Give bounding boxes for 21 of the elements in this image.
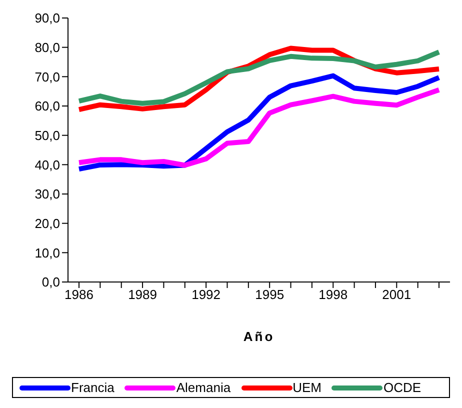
- x-tick-label: 1986: [64, 287, 94, 302]
- x-tick-label: 1995: [255, 287, 284, 302]
- legend-label: OCDE: [383, 380, 422, 395]
- y-tick-label: 10,0: [34, 245, 60, 260]
- x-tick-label: 1992: [192, 287, 221, 302]
- y-tick-label: 30,0: [34, 186, 60, 202]
- legend-label: Alemania: [176, 380, 231, 395]
- y-tick-label: 80,0: [34, 40, 60, 55]
- y-tick-label: 70,0: [34, 69, 60, 84]
- x-tick-label: 2001: [382, 287, 412, 302]
- x-tick-label: 1989: [128, 287, 157, 302]
- x-axis-title: Año: [243, 329, 275, 344]
- y-tick-label: 0,0: [42, 274, 60, 290]
- x-tick-label: 1998: [318, 287, 348, 302]
- legend-label: Francia: [71, 380, 114, 395]
- legend-label: UEM: [292, 380, 322, 395]
- y-tick-label: 90,0: [34, 10, 60, 26]
- y-tick-label: 20,0: [34, 216, 60, 231]
- y-tick-label: 40,0: [34, 157, 60, 172]
- y-tick-label: 60,0: [34, 98, 60, 114]
- y-tick-label: 50,0: [34, 128, 60, 143]
